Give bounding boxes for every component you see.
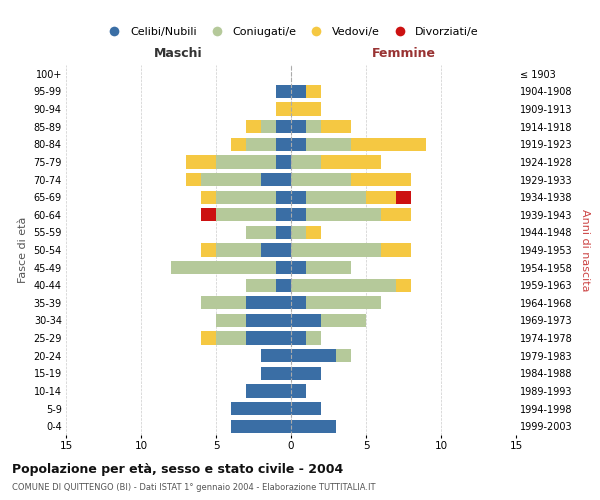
Text: Popolazione per età, sesso e stato civile - 2004: Popolazione per età, sesso e stato civil… (12, 462, 343, 475)
Bar (291, 85, 306, 98)
Bar (216, 208, 276, 222)
Y-axis label: Anni di nascita: Anni di nascita (580, 209, 590, 291)
Bar (351, 138, 426, 151)
Bar (261, 244, 291, 256)
Bar (246, 138, 276, 151)
Bar (276, 208, 291, 222)
Bar (171, 261, 276, 274)
Bar (246, 226, 276, 239)
Bar (381, 208, 411, 222)
Bar (291, 244, 381, 256)
Bar (336, 349, 351, 362)
Bar (321, 120, 351, 134)
Bar (291, 190, 306, 204)
Bar (291, 173, 351, 186)
Bar (291, 102, 321, 116)
Bar (291, 314, 321, 327)
Bar (216, 314, 246, 327)
Bar (276, 226, 291, 239)
Bar (291, 278, 396, 292)
Bar (246, 332, 291, 344)
Bar (291, 349, 336, 362)
Y-axis label: Fasce di età: Fasce di età (18, 217, 28, 283)
Bar (321, 156, 381, 168)
Bar (201, 173, 261, 186)
Bar (321, 314, 366, 327)
Bar (186, 173, 201, 186)
Bar (291, 261, 306, 274)
Bar (291, 138, 306, 151)
Bar (216, 156, 276, 168)
Bar (351, 173, 411, 186)
Bar (201, 190, 216, 204)
Bar (246, 384, 291, 398)
Bar (291, 120, 306, 134)
Text: Femmine: Femmine (371, 46, 436, 60)
Bar (231, 402, 291, 415)
Bar (306, 138, 351, 151)
Bar (291, 366, 321, 380)
Bar (396, 278, 411, 292)
Text: Maschi: Maschi (154, 46, 203, 60)
Text: COMUNE DI QUITTENGO (BI) - Dati ISTAT 1° gennaio 2004 - Elaborazione TUTTITALIA.: COMUNE DI QUITTENGO (BI) - Dati ISTAT 1°… (12, 484, 376, 492)
Bar (276, 138, 291, 151)
Bar (306, 120, 321, 134)
Bar (216, 190, 276, 204)
Bar (291, 384, 306, 398)
Bar (396, 190, 411, 204)
Bar (201, 332, 216, 344)
Bar (261, 349, 291, 362)
Bar (291, 420, 336, 433)
Bar (306, 208, 381, 222)
Bar (291, 208, 306, 222)
Bar (276, 278, 291, 292)
Bar (246, 314, 291, 327)
Bar (306, 296, 381, 310)
Bar (276, 85, 291, 98)
Bar (366, 190, 396, 204)
Bar (261, 366, 291, 380)
Bar (201, 296, 246, 310)
Bar (381, 244, 411, 256)
Bar (246, 120, 261, 134)
Legend: Celibi/Nubili, Coniugati/e, Vedovi/e, Divorziati/e: Celibi/Nubili, Coniugati/e, Vedovi/e, Di… (99, 22, 483, 42)
Bar (276, 156, 291, 168)
Bar (291, 332, 306, 344)
Bar (276, 120, 291, 134)
Bar (216, 244, 261, 256)
Bar (201, 244, 216, 256)
Bar (276, 261, 291, 274)
Bar (291, 156, 321, 168)
Bar (306, 261, 351, 274)
Bar (201, 208, 216, 222)
Bar (291, 226, 306, 239)
Bar (291, 296, 306, 310)
Bar (306, 85, 321, 98)
Bar (216, 332, 246, 344)
Bar (261, 173, 291, 186)
Bar (261, 120, 276, 134)
Bar (291, 402, 321, 415)
Bar (246, 278, 276, 292)
Bar (306, 226, 321, 239)
Bar (276, 190, 291, 204)
Bar (306, 190, 366, 204)
Bar (231, 138, 246, 151)
Bar (306, 332, 321, 344)
Bar (231, 420, 291, 433)
Bar (246, 296, 291, 310)
Bar (276, 102, 291, 116)
Bar (186, 156, 216, 168)
